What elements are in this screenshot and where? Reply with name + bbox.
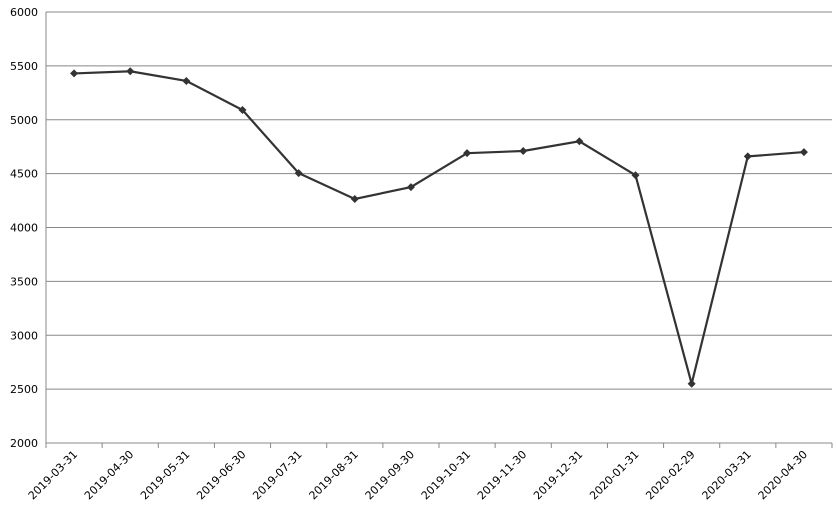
data-point — [294, 169, 303, 178]
y-tick-label: 5500 — [10, 60, 38, 73]
x-tick-label: 2019-10-31 — [419, 448, 473, 502]
data-point — [238, 106, 247, 115]
data-line — [74, 70, 805, 385]
data-point — [575, 137, 584, 146]
x-tick-label: 2019-09-30 — [363, 448, 417, 502]
data-point — [126, 67, 135, 76]
x-tick-label: 2020-01-31 — [587, 448, 641, 502]
x-tick-label: 2019-03-31 — [26, 448, 80, 502]
y-tick-label: 2500 — [10, 383, 38, 396]
y-tick-label: 2000 — [10, 437, 38, 450]
x-tick-label: 2019-11-30 — [475, 448, 529, 502]
data-point — [743, 152, 752, 161]
data-point — [519, 146, 528, 155]
x-tick-label: 2020-03-31 — [700, 448, 754, 502]
x-tick-label: 2020-02-29 — [643, 448, 697, 502]
x-tick-label: 2019-04-30 — [82, 448, 136, 502]
y-tick-label: 6000 — [10, 6, 38, 19]
data-point — [631, 171, 640, 180]
y-tick-label: 3500 — [10, 275, 38, 288]
data-point — [182, 76, 191, 85]
data-point — [687, 379, 696, 388]
x-tick-label: 2020-04-30 — [756, 448, 810, 502]
x-tick-label: 2019-06-30 — [194, 448, 248, 502]
data-point — [350, 194, 359, 203]
x-tick-label: 2019-07-31 — [250, 448, 304, 502]
x-tick-label: 2019-12-31 — [531, 448, 585, 502]
data-point — [463, 149, 472, 158]
y-tick-label: 3000 — [10, 329, 38, 342]
y-tick-label: 4500 — [10, 168, 38, 181]
data-point — [799, 148, 808, 157]
data-point — [406, 183, 415, 192]
y-tick-label: 4000 — [10, 222, 38, 235]
x-tick-label: 2019-05-31 — [138, 448, 192, 502]
y-tick-label: 5000 — [10, 114, 38, 127]
x-tick-label: 2019-08-31 — [307, 448, 361, 502]
data-point — [70, 69, 79, 78]
